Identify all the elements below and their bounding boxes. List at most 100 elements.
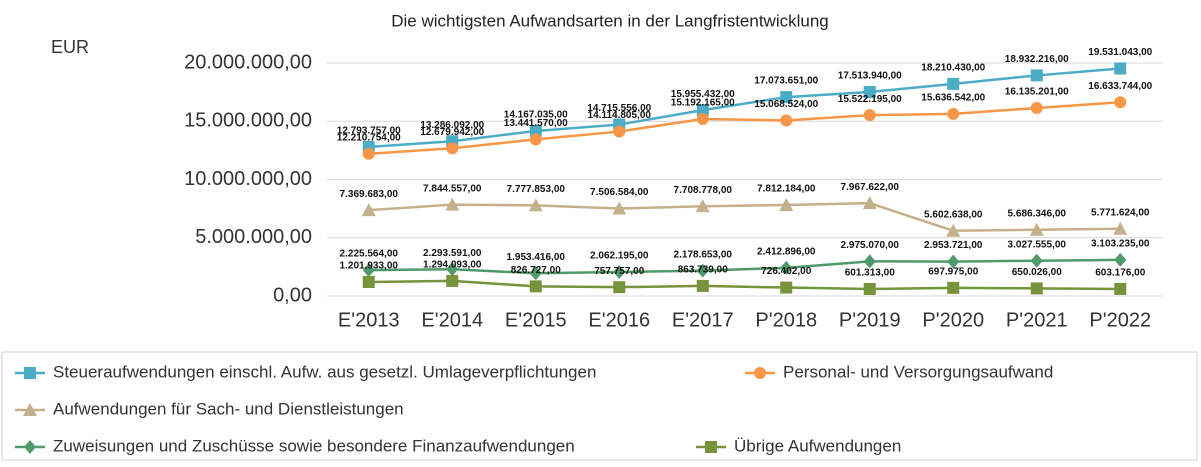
data-point: [1114, 96, 1127, 109]
x-tick-label: P'2021: [1006, 309, 1068, 331]
data-label: 18.932.216,00: [1005, 54, 1069, 65]
x-tick-label: E'2014: [421, 309, 483, 331]
data-label: 863.739,00: [678, 265, 728, 276]
x-tick-label: P'2018: [755, 309, 817, 331]
data-label: 757.757,00: [594, 266, 644, 277]
data-point: [780, 281, 793, 294]
data-label: 15.636.542,00: [921, 92, 985, 103]
data-point: [362, 147, 375, 160]
legend-label: Personal- und Versorgungsaufwand: [783, 362, 1053, 381]
data-label: 726.402,00: [761, 266, 811, 277]
legend-box: [1, 351, 1198, 461]
data-point: [696, 263, 709, 278]
y-axis-label: EUR: [51, 37, 89, 57]
series-line: [368, 67, 1121, 149]
x-tick-label: E'2015: [505, 309, 567, 331]
y-tick-label: 5.000.000,00: [195, 226, 312, 248]
data-point: [863, 109, 876, 122]
data-label: 7.777.853,00: [507, 184, 566, 195]
data-point: [863, 254, 876, 269]
data-point: [946, 223, 961, 237]
y-tick-label: 10.000.000,00: [184, 168, 312, 190]
data-label: 15.068.524,00: [754, 99, 818, 110]
data-point: [445, 197, 460, 211]
data-label: 17.513.940,00: [838, 71, 902, 82]
data-point: [362, 263, 375, 278]
data-label: 15.522.195,00: [838, 94, 902, 105]
data-label: 14.715.556,00: [587, 103, 651, 114]
data-label: 5.771.624,00: [1091, 207, 1150, 218]
y-tick-label: 0,00: [273, 284, 312, 306]
data-label: 15.192.165,00: [671, 98, 735, 109]
series-line: [368, 201, 1121, 232]
data-point: [1113, 221, 1128, 235]
x-tick-label: E'2017: [672, 309, 734, 331]
data-point: [696, 279, 709, 292]
data-point: [1030, 282, 1043, 295]
data-point: [1114, 282, 1127, 295]
data-label: 1.953.416,00: [507, 252, 566, 263]
data-point: [695, 199, 710, 213]
data-point: [361, 203, 376, 217]
x-tick-label: P'2022: [1089, 309, 1151, 331]
data-label: 7.708.778,00: [674, 185, 733, 196]
data-point: [362, 275, 375, 288]
data-point: [1030, 102, 1043, 115]
data-label: 7.506.584,00: [590, 187, 649, 198]
data-label: 7.967.622,00: [841, 182, 900, 193]
series-line: [368, 100, 1121, 155]
data-point: [446, 142, 459, 155]
data-point: [613, 264, 626, 279]
data-point: [863, 282, 876, 295]
x-tick-label: P'2019: [839, 309, 901, 331]
data-label: 17.073.651,00: [754, 76, 818, 87]
data-label: 19.531.043,00: [1088, 47, 1152, 58]
legend-marker: [24, 367, 36, 379]
data-label: 1.294.093,00: [423, 260, 482, 271]
data-label: 15.955.432,00: [671, 89, 735, 100]
legend-marker: [24, 440, 36, 454]
legend-label: Steueraufwendungen einschl. Aufw. aus ge…: [53, 362, 596, 381]
legend-label: Zuweisungen und Zuschüsse sowie besonder…: [53, 436, 575, 455]
legend-marker: [754, 367, 766, 379]
data-label: 2.953.721,00: [924, 240, 983, 251]
data-label: 1.201.933,00: [340, 261, 399, 272]
data-point: [446, 262, 459, 277]
data-point: [696, 104, 709, 117]
data-label: 650.026,00: [1012, 267, 1062, 278]
data-label: 7.844.557,00: [423, 183, 482, 194]
data-point: [1029, 222, 1044, 236]
x-tick-label: P'2020: [922, 309, 984, 331]
data-label: 12.210.754,00: [337, 132, 401, 143]
series-line: [368, 279, 1121, 291]
data-label: 2.225.564,00: [340, 249, 399, 260]
data-label: 12.679.942,00: [420, 127, 484, 138]
data-label: 18.210.430,00: [921, 62, 985, 73]
data-label: 7.369.683,00: [340, 189, 399, 200]
data-label: 697.975,00: [928, 267, 978, 278]
data-point: [947, 254, 960, 269]
data-label: 12.793.757,00: [337, 126, 401, 137]
legend-marker: [23, 403, 37, 416]
data-label: 7.812.184,00: [757, 184, 816, 195]
legend-label: Aufwendungen für Sach- und Dienstleistun…: [53, 399, 404, 418]
data-point: [780, 114, 793, 127]
data-label: 16.633.744,00: [1088, 81, 1152, 92]
legend-marker: [705, 441, 717, 453]
data-label: 5.686.346,00: [1008, 208, 1067, 219]
data-label: 603.176,00: [1095, 268, 1145, 279]
data-point: [613, 281, 626, 294]
x-tick-label: E'2016: [588, 309, 650, 331]
data-point: [529, 133, 542, 146]
data-point: [947, 77, 960, 90]
data-point: [612, 201, 627, 215]
y-tick-label: 15.000.000,00: [184, 110, 312, 132]
data-point: [1114, 62, 1127, 75]
data-point: [1030, 69, 1043, 82]
data-label: 13.286.092,00: [420, 120, 484, 131]
data-point: [529, 266, 542, 281]
data-label: 2.062.195,00: [590, 251, 649, 262]
data-point: [862, 196, 877, 210]
data-label: 14.167.035,00: [504, 110, 568, 121]
